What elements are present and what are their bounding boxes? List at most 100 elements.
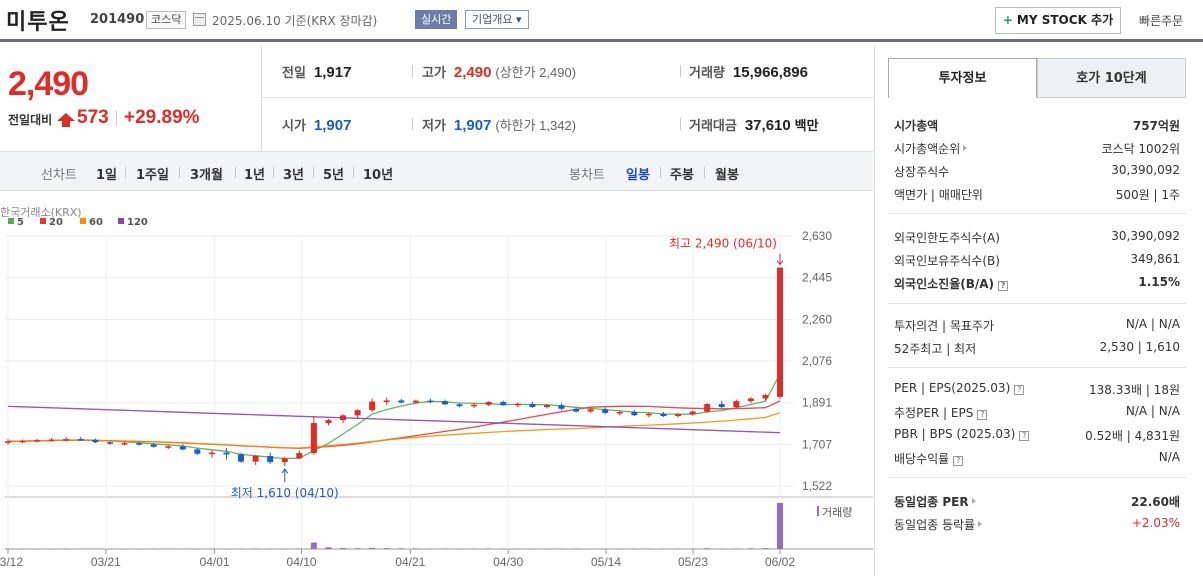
candle-body [179,446,186,450]
period-3y[interactable]: 3년 [283,168,305,183]
volume-bar [398,548,405,549]
period-5y[interactable]: 5년 [323,168,345,183]
period-3m[interactable]: 3개월 [190,168,223,183]
info-key: 액면가 | 매매단위 [894,188,983,202]
info-row: 시가총액 757억원 [894,115,1180,135]
candle-body [398,400,405,403]
y-tick-label: 1,522 [802,479,832,493]
info-value: 500원 | 1주 [1115,188,1180,202]
y-tick-label: 2,630 [802,229,832,243]
ma60-legend: 60 [80,217,103,228]
candle-body [267,455,274,463]
candle-daily[interactable]: 일봉 [626,168,650,183]
stock-code: 201490 [90,12,145,27]
stock-chart[interactable]: 한국거래소(KRX) 5 20 60 120 2,630 2,445 2,260 2,… [0,192,873,576]
info-key: 시가총액순위 [894,140,968,157]
volume: 거래량 15,966,896 [689,62,808,81]
help-icon[interactable]: ? [953,456,964,466]
realtime-button[interactable]: 실시간 [415,10,458,29]
info-row[interactable]: 동일업종 PER 22.60배 [894,491,1180,511]
candle-monthly[interactable]: 월봉 [715,168,739,183]
info-value: 138.33배 | 18원 [1088,383,1180,397]
candle-body [369,401,376,411]
candle-body [456,404,463,407]
ma-line-120 [7,405,781,434]
divider [680,65,681,77]
candle-body [194,449,201,454]
info-row[interactable]: PBR | BPS (2025.03)? 0.52배 | 4,831원 [894,425,1180,445]
volume-bar [340,548,347,549]
help-icon[interactable]: ? [977,410,988,420]
open-label: 시가 [282,119,306,134]
candle-body [252,455,259,462]
x-tick-label: 05/23 [678,555,708,569]
info-row: 액면가 | 매매단위 500원 | 1주 [894,184,1180,204]
amount-unit: 백만 [794,118,819,133]
info-row[interactable]: 배당수익률? N/A [894,448,1180,468]
ma-line-5 [7,373,781,460]
amount-label: 거래대금 [689,119,737,134]
candle-body [500,402,507,406]
volume-bar [296,548,303,549]
info-value: 1.15% [1138,275,1180,289]
info-row[interactable]: PER | EPS(2025.03)? 138.33배 | 18원 [894,379,1180,399]
high-label: 고가 [422,66,446,81]
candle-body [310,423,317,454]
info-key: 52주최고 | 최저 [894,342,977,356]
amount-value: 37,610 [744,117,791,134]
quote-date: 2025.06.10 기준(KRX 장마감) [212,14,378,28]
divider [179,167,180,178]
candle-body [150,444,157,447]
stock-header: 미투온 201490 코스닥 2025.06.10 기준(KRX 장마감) 실시… [0,0,1203,42]
candle-body [281,458,288,463]
info-row[interactable]: 외국인소진율(B/A)? 1.15% [894,273,1180,293]
period-1w[interactable]: 1주일 [136,168,169,183]
candle-body [485,402,492,405]
min-annotation: 최저 1,610 (04/10) [231,486,339,500]
period-1d[interactable]: 1일 [96,168,118,183]
candle-weekly[interactable]: 주봉 [670,168,694,183]
candle-body [689,411,696,415]
candle-body [165,446,172,448]
help-icon[interactable]: ? [1019,431,1030,441]
candle-body [733,401,740,408]
ma20-legend: 20 [40,217,63,228]
tab-order-book[interactable]: 호가 10단계 [1037,58,1186,98]
arrow-right-icon [978,521,983,527]
candle-body [718,404,725,408]
candle-body [660,413,667,417]
info-row[interactable]: 동일업종 등락률 +2.03% [894,514,1180,534]
divider [273,167,274,178]
candle-body [223,452,230,455]
period-10y[interactable]: 10년 [363,168,394,183]
arrow-right-icon [971,498,976,504]
candle-body [296,453,303,459]
add-my-stock-button[interactable]: + MY STOCK 추가 [995,7,1121,34]
help-icon[interactable]: ? [998,281,1009,291]
divider [116,111,117,125]
tab-investment-info[interactable]: 투자정보 [888,58,1037,98]
add-my-stock-label: MY STOCK 추가 [1016,13,1114,27]
low-label: 저가 [422,119,446,134]
info-row[interactable]: 시가총액순위 코스닥 1002위 [894,138,1180,158]
info-key: 외국인소진율(B/A)? [894,275,1009,292]
info-row: 투자의견 | 목표주가 N/A | N/A [894,315,1180,335]
candle-body [675,414,682,417]
y-tick-label: 1,707 [802,437,832,451]
volume-bar [412,548,419,549]
quick-order-link[interactable]: 빠른주문 [1139,14,1184,28]
help-icon[interactable]: ? [1014,385,1025,395]
ma120-legend: 120 [118,217,148,228]
candle-body [631,411,638,416]
divider [412,65,413,77]
candle-body [645,413,652,416]
ma-line-60 [7,412,781,449]
company-overview-dropdown[interactable]: 기업개요 ▾ [465,10,529,29]
info-row[interactable]: 추정PER | EPS? N/A | N/A [894,402,1180,422]
candle-body [747,398,754,402]
current-price: 2,490 [8,65,89,103]
period-1y[interactable]: 1년 [244,168,266,183]
x-tick-label: 04/10 [287,555,317,569]
info-key: 동일업종 등락률 [894,516,983,533]
candle-body [63,439,70,441]
